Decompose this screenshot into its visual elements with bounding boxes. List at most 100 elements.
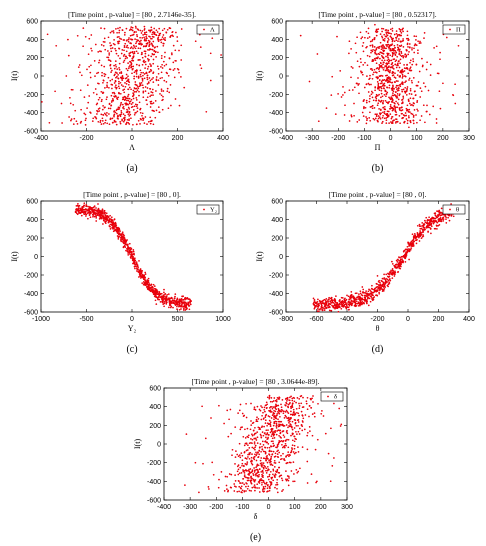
data-point	[290, 434, 292, 437]
panel-caption: (d)	[372, 344, 384, 355]
data-point	[113, 82, 116, 84]
data-point	[69, 102, 72, 105]
data-point	[254, 437, 257, 440]
data-point	[259, 462, 262, 465]
data-point	[106, 84, 108, 87]
data-point	[141, 77, 144, 80]
data-point	[155, 78, 158, 81]
data-point	[375, 48, 378, 51]
data-point	[381, 277, 384, 280]
data-point	[134, 81, 137, 83]
data-point	[428, 221, 431, 224]
data-point	[46, 33, 49, 36]
data-point	[260, 471, 263, 473]
legend-label: δ	[334, 394, 337, 401]
data-point	[137, 87, 140, 90]
scatter-points	[74, 202, 192, 311]
data-point	[174, 98, 177, 100]
data-point	[237, 468, 240, 471]
data-point	[101, 98, 103, 101]
data-point	[385, 33, 388, 35]
data-point	[289, 425, 291, 428]
data-point	[371, 44, 374, 47]
data-point	[109, 31, 112, 34]
data-point	[297, 424, 299, 427]
data-point	[83, 96, 86, 98]
data-point	[120, 111, 123, 114]
data-point	[397, 98, 400, 101]
data-point	[272, 432, 275, 434]
data-point	[338, 300, 341, 302]
data-point	[144, 86, 147, 88]
x-tick-label: 500	[172, 316, 184, 323]
data-point	[418, 240, 421, 242]
data-point	[291, 439, 294, 442]
data-point	[41, 101, 43, 103]
data-point	[168, 304, 171, 306]
data-point	[145, 283, 147, 285]
data-point	[116, 117, 119, 119]
data-point	[106, 112, 108, 114]
data-point	[293, 440, 296, 443]
y-tick-label: 200	[271, 236, 283, 243]
data-point	[77, 202, 79, 205]
data-point	[398, 87, 400, 90]
data-point	[273, 397, 276, 399]
data-point	[157, 72, 160, 75]
data-point	[371, 105, 374, 107]
data-point	[392, 92, 394, 94]
legend-box	[196, 24, 220, 35]
data-point	[439, 51, 441, 54]
data-point	[396, 96, 399, 99]
data-point	[184, 297, 187, 300]
x-tick-label: -100	[235, 504, 249, 511]
data-point	[179, 299, 182, 301]
data-point	[118, 233, 121, 236]
data-point	[330, 302, 332, 304]
data-point	[130, 63, 133, 66]
data-point	[392, 64, 394, 67]
data-point	[285, 444, 287, 447]
data-point	[306, 431, 309, 434]
data-point	[146, 58, 149, 60]
data-point	[274, 452, 277, 455]
data-point	[411, 63, 414, 66]
plot-frame	[163, 387, 348, 501]
data-point	[331, 299, 334, 302]
data-point	[143, 61, 146, 64]
x-tick-label: -400	[279, 135, 293, 142]
data-point	[402, 97, 405, 99]
x-tick-label: -200	[331, 135, 345, 142]
data-point	[139, 29, 142, 32]
data-point	[130, 253, 133, 256]
data-point	[240, 472, 243, 474]
data-point	[369, 44, 372, 47]
data-point	[387, 81, 390, 83]
data-point	[390, 121, 392, 123]
data-point	[278, 466, 280, 469]
data-point	[287, 416, 290, 419]
data-point	[142, 74, 144, 77]
data-point	[109, 214, 111, 217]
data-point	[169, 35, 172, 37]
data-point	[136, 84, 138, 87]
data-point	[419, 119, 421, 122]
data-point	[69, 96, 71, 99]
data-point	[228, 418, 230, 421]
data-point	[84, 119, 87, 122]
data-point	[368, 117, 371, 119]
data-point	[144, 271, 147, 274]
data-point	[109, 228, 112, 230]
data-point	[80, 74, 83, 77]
x-tick-label: 0	[267, 504, 271, 511]
data-point	[385, 55, 387, 58]
data-point	[111, 97, 114, 100]
data-point	[133, 91, 136, 93]
data-point	[149, 29, 152, 32]
data-point	[377, 115, 380, 117]
data-point	[412, 104, 415, 107]
data-point	[386, 43, 388, 46]
data-point	[334, 113, 337, 115]
data-point	[140, 39, 142, 42]
data-point	[371, 40, 373, 42]
